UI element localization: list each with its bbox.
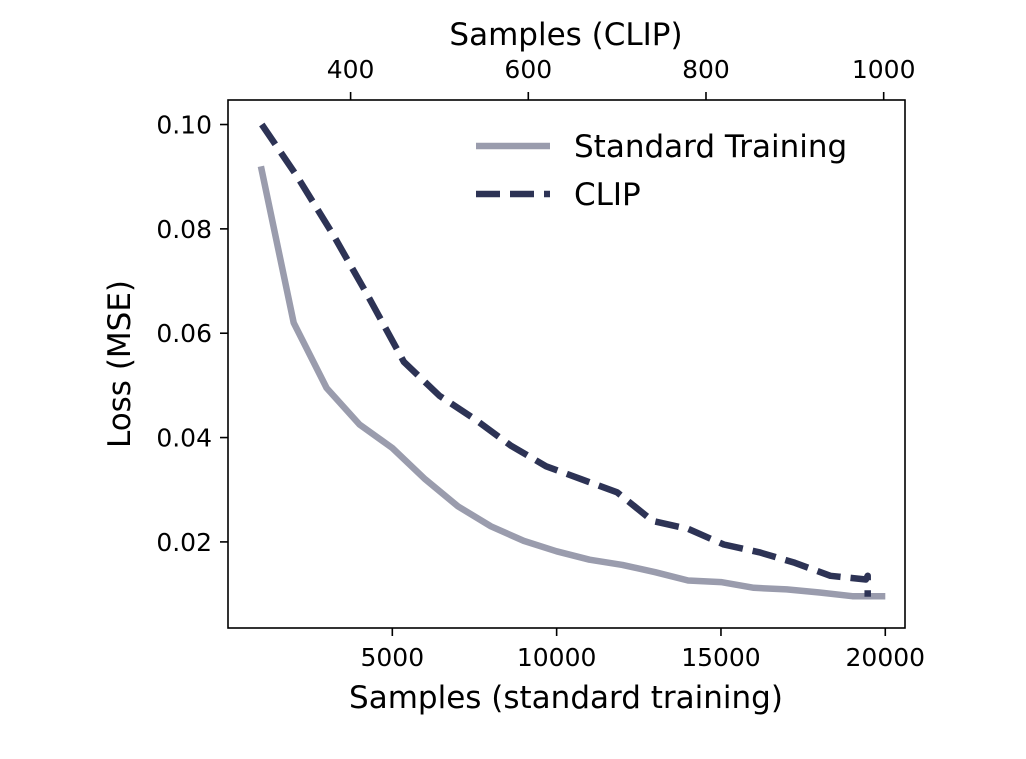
plot-frame [227,99,906,629]
ticks-layer: 5000 10000 15000 20000 400 600 800 1000 0.02 0.04… [156,55,925,672]
series-line-clip [259,122,871,597]
x-tick-label: 5000 [361,643,425,672]
y-axis-label: Loss (MSE) [102,280,138,448]
top-tick-label: 1000 [852,55,916,84]
top-tick-label: 600 [504,55,552,84]
legend: Standard Training CLIP [476,129,847,213]
top-tick-label: 400 [327,55,375,84]
y-tick-label: 0.02 [156,528,212,557]
x-tick-label: 20000 [846,643,926,672]
series-layer [257,122,886,600]
top-tick-label: 800 [682,55,730,84]
x-tick-label: 10000 [517,643,597,672]
y-tick-label: 0.04 [156,424,212,453]
legend-label-clip: CLIP [574,177,641,213]
legend-label-standard-training: Standard Training [574,129,847,165]
x-tick-label: 15000 [681,643,761,672]
series-line-standard-training [257,165,886,600]
y-tick-label: 0.06 [156,319,212,348]
top-axis-label: Samples (CLIP) [449,17,682,53]
x-axis-label: Samples (standard training) [349,680,783,716]
y-tick-label: 0.10 [156,111,212,140]
y-tick-label: 0.08 [156,215,212,244]
